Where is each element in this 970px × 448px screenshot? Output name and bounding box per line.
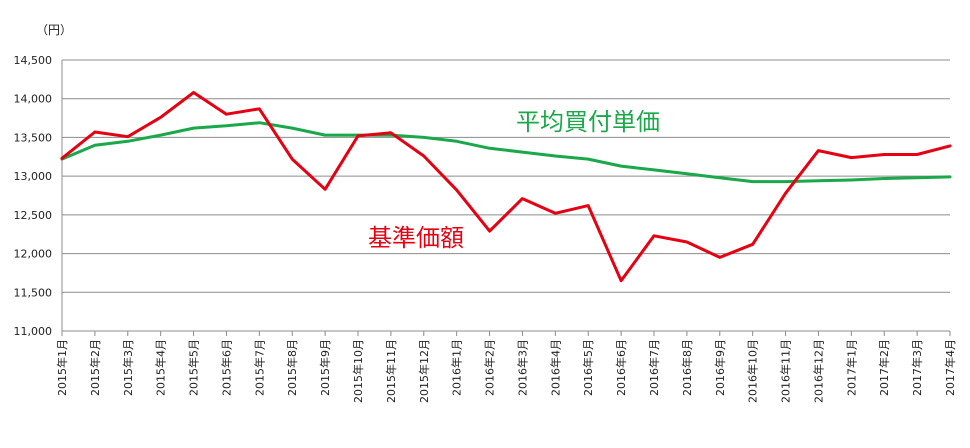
x-tick-label: 2016年11月 — [779, 339, 793, 403]
x-tick-label: 2015年6月 — [219, 339, 233, 396]
x-tick-label: 2017年4月 — [943, 339, 957, 396]
y-tick-label: 12,000 — [14, 248, 53, 261]
x-tick-label: 2015年5月 — [187, 339, 201, 396]
y-tick-label: 13,500 — [14, 131, 53, 144]
y-tick-label: 11,500 — [14, 286, 53, 299]
y-tick-label: 11,000 — [14, 325, 53, 338]
series-label-nav: 基準価額 — [368, 224, 464, 252]
series-lines — [60, 91, 952, 283]
x-tick-label: 2015年12月 — [417, 339, 431, 403]
y-tick-label: 14,500 — [14, 54, 53, 67]
x-tick-label: 2016年4月 — [548, 339, 562, 396]
y-tick-label: 13,000 — [14, 170, 53, 183]
x-tick-label: 2016年12月 — [811, 339, 825, 403]
x-tick-label: 2015年10月 — [351, 339, 365, 403]
x-tick-label: 2015年8月 — [285, 339, 299, 396]
series-label-avg-cost: 平均買付単価 — [516, 108, 660, 136]
x-tick-label: 2016年9月 — [713, 339, 727, 396]
y-tick-label: 12,500 — [14, 209, 53, 222]
series-line-avg-cost — [60, 121, 952, 184]
x-tick-label: 2016年2月 — [483, 339, 497, 396]
x-tick-label: 2015年9月 — [318, 339, 332, 396]
x-axis: 2015年1月 2015年2月 2015年3月 2015年4月 2015年5月 2015年… — [55, 331, 957, 403]
x-tick-label: 2015年3月 — [121, 339, 135, 396]
x-tick-label: 2016年1月 — [450, 339, 464, 396]
x-tick-label: 2015年4月 — [154, 339, 168, 396]
x-tick-label: 2017年2月 — [877, 339, 891, 396]
x-tick-label: 2016年5月 — [581, 339, 595, 396]
x-tick-label: 2016年6月 — [614, 339, 628, 396]
x-tick-label: 2015年2月 — [88, 339, 102, 396]
series-line-nav — [60, 91, 952, 283]
grid — [62, 59, 950, 332]
y-tick-label: 14,000 — [14, 93, 53, 106]
y-unit-label: （円） — [36, 23, 72, 37]
y-axis: 14,500 14,000 13,500 13,000 12,500 12,000 11,5… — [14, 54, 63, 338]
x-tick-label: 2015年11月 — [384, 339, 398, 403]
x-tick-label: 2016年10月 — [746, 339, 760, 403]
x-tick-label: 2016年3月 — [515, 339, 529, 396]
x-tick-label: 2015年1月 — [55, 339, 69, 396]
x-tick-label: 2015年7月 — [252, 339, 266, 396]
x-tick-label: 2016年8月 — [680, 339, 694, 396]
x-tick-label: 2017年3月 — [910, 339, 924, 396]
x-tick-label: 2016年7月 — [647, 339, 661, 396]
x-tick-label: 2017年1月 — [844, 339, 858, 396]
